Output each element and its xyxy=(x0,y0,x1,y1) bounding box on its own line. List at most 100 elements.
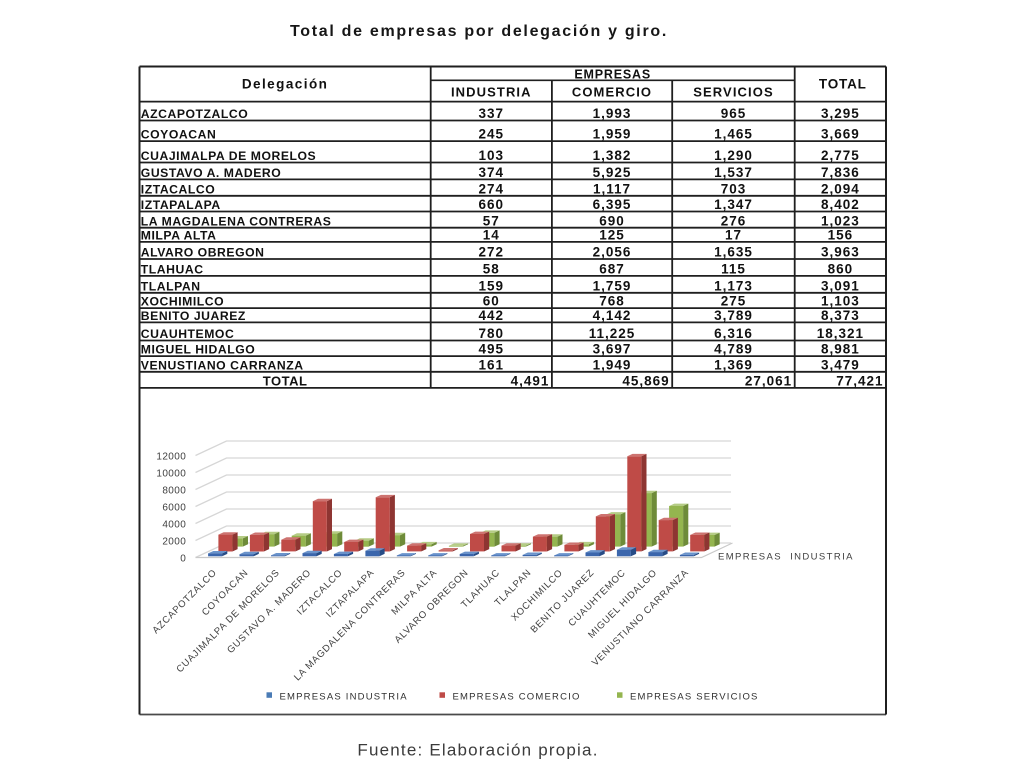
svg-text:11,225: 11,225 xyxy=(589,326,636,341)
svg-text:2,775: 2,775 xyxy=(821,148,860,163)
svg-text:8,981: 8,981 xyxy=(821,342,860,357)
svg-text:TOTAL: TOTAL xyxy=(819,76,867,91)
svg-text:6,316: 6,316 xyxy=(714,326,753,341)
svg-text:12000: 12000 xyxy=(156,452,186,463)
svg-text:1,382: 1,382 xyxy=(593,148,632,163)
svg-text:Total de empresas por delegaci: Total de empresas por delegación y giro. xyxy=(290,23,668,40)
svg-text:18,321: 18,321 xyxy=(817,326,864,341)
svg-text:1,759: 1,759 xyxy=(593,278,632,293)
svg-text:703: 703 xyxy=(721,181,747,196)
svg-text:6000: 6000 xyxy=(162,503,186,514)
svg-text:ALVARO OBREGON: ALVARO OBREGON xyxy=(141,246,265,260)
svg-text:CUAUHTEMOC: CUAUHTEMOC xyxy=(141,327,235,341)
svg-text:8,373: 8,373 xyxy=(821,308,860,323)
svg-text:3,963: 3,963 xyxy=(821,245,860,260)
svg-text:45,869: 45,869 xyxy=(622,373,669,388)
svg-text:10000: 10000 xyxy=(156,469,186,480)
svg-text:1,347: 1,347 xyxy=(714,197,753,212)
svg-text:IZTAPALAPA: IZTAPALAPA xyxy=(141,198,221,212)
svg-text:EMPRESAS: EMPRESAS xyxy=(574,67,651,81)
svg-text:17: 17 xyxy=(725,228,742,243)
svg-text:3,789: 3,789 xyxy=(714,308,753,323)
svg-text:159: 159 xyxy=(479,278,505,293)
svg-text:156: 156 xyxy=(828,228,854,243)
svg-text:TLALPAN: TLALPAN xyxy=(141,279,201,293)
svg-text:INDUSTRIA: INDUSTRIA xyxy=(451,84,532,99)
svg-text:VENUSTIANO CARRANZA: VENUSTIANO CARRANZA xyxy=(141,358,304,372)
svg-text:8000: 8000 xyxy=(162,486,186,497)
svg-text:245: 245 xyxy=(479,127,505,142)
svg-text:4000: 4000 xyxy=(162,520,186,531)
svg-text:4,491: 4,491 xyxy=(511,373,550,388)
svg-text:8,402: 8,402 xyxy=(821,197,860,212)
svg-text:LA MAGDALENA CONTRERAS: LA MAGDALENA CONTRERAS xyxy=(141,214,332,228)
svg-text:3,479: 3,479 xyxy=(821,357,860,372)
svg-text:274: 274 xyxy=(479,181,505,196)
svg-text:EMPRESAS COMERCIO: EMPRESAS COMERCIO xyxy=(453,692,581,703)
svg-text:77,421: 77,421 xyxy=(836,373,883,388)
svg-text:1,465: 1,465 xyxy=(714,127,753,142)
svg-text:SERVICIOS: SERVICIOS xyxy=(693,84,773,99)
svg-text:2,094: 2,094 xyxy=(821,181,860,196)
svg-text:58: 58 xyxy=(483,262,500,277)
svg-text:161: 161 xyxy=(479,357,505,372)
svg-text:COYOACAN: COYOACAN xyxy=(141,128,217,142)
svg-text:60: 60 xyxy=(483,294,500,309)
svg-text:57: 57 xyxy=(483,213,500,228)
svg-text:272: 272 xyxy=(479,245,505,260)
svg-text:4,789: 4,789 xyxy=(714,342,753,357)
svg-text:860: 860 xyxy=(828,262,854,277)
svg-text:768: 768 xyxy=(599,294,625,309)
svg-text:442: 442 xyxy=(479,308,505,323)
svg-text:660: 660 xyxy=(479,197,505,212)
svg-text:COMERCIO: COMERCIO xyxy=(572,84,652,99)
svg-text:1,103: 1,103 xyxy=(821,294,860,309)
svg-text:EMPRESAS INDUSTRIA: EMPRESAS INDUSTRIA xyxy=(280,692,408,703)
svg-text:AZCAPOTZALCO: AZCAPOTZALCO xyxy=(141,107,248,121)
svg-text:7,836: 7,836 xyxy=(821,165,860,180)
svg-text:1,949: 1,949 xyxy=(593,357,632,372)
svg-text:276: 276 xyxy=(721,213,747,228)
svg-text:IZTACALCO: IZTACALCO xyxy=(141,182,215,196)
svg-text:1,537: 1,537 xyxy=(714,165,753,180)
svg-text:TOTAL: TOTAL xyxy=(263,373,308,388)
svg-text:1,369: 1,369 xyxy=(714,357,753,372)
svg-text:690: 690 xyxy=(599,213,625,228)
svg-text:MILPA ALTA: MILPA ALTA xyxy=(141,229,217,243)
svg-text:965: 965 xyxy=(721,106,747,121)
svg-text:EMPRESAS INDUSTRIA: EMPRESAS INDUSTRIA xyxy=(718,552,854,563)
svg-text:6,395: 6,395 xyxy=(593,197,632,212)
svg-text:14: 14 xyxy=(483,228,500,243)
svg-text:1,993: 1,993 xyxy=(593,106,632,121)
svg-text:Fuente: Elaboración propia.: Fuente: Elaboración propia. xyxy=(357,741,598,760)
svg-text:2000: 2000 xyxy=(162,537,186,548)
svg-text:687: 687 xyxy=(599,262,625,277)
svg-text:3,295: 3,295 xyxy=(821,106,860,121)
svg-text:CUAJIMALPA DE MORELOS: CUAJIMALPA DE MORELOS xyxy=(141,149,316,163)
svg-text:495: 495 xyxy=(479,342,505,357)
svg-text:GUSTAVO A. MADERO: GUSTAVO A. MADERO xyxy=(141,166,281,180)
svg-text:1,173: 1,173 xyxy=(714,278,753,293)
svg-text:BENITO JUAREZ: BENITO JUAREZ xyxy=(141,309,246,323)
svg-text:2,056: 2,056 xyxy=(593,245,632,260)
svg-text:3,669: 3,669 xyxy=(821,127,860,142)
svg-text:125: 125 xyxy=(599,228,625,243)
svg-text:EMPRESAS SERVICIOS: EMPRESAS SERVICIOS xyxy=(630,692,759,703)
svg-text:337: 337 xyxy=(479,106,505,121)
svg-text:1,117: 1,117 xyxy=(593,181,631,196)
svg-text:115: 115 xyxy=(721,262,746,277)
svg-text:3,091: 3,091 xyxy=(821,278,860,293)
svg-text:3,697: 3,697 xyxy=(593,342,632,357)
svg-text:5,925: 5,925 xyxy=(593,165,632,180)
svg-text:Delegación: Delegación xyxy=(242,76,329,91)
svg-text:4,142: 4,142 xyxy=(593,308,632,323)
svg-text:275: 275 xyxy=(721,294,747,309)
svg-text:1,959: 1,959 xyxy=(593,127,632,142)
svg-text:27,061: 27,061 xyxy=(745,373,792,388)
svg-text:XOCHIMILCO: XOCHIMILCO xyxy=(141,295,224,309)
svg-text:1,290: 1,290 xyxy=(714,148,753,163)
svg-text:TLAHUAC: TLAHUAC xyxy=(141,263,204,277)
svg-text:374: 374 xyxy=(479,165,505,180)
svg-text:0: 0 xyxy=(180,554,186,565)
svg-text:780: 780 xyxy=(479,326,505,341)
